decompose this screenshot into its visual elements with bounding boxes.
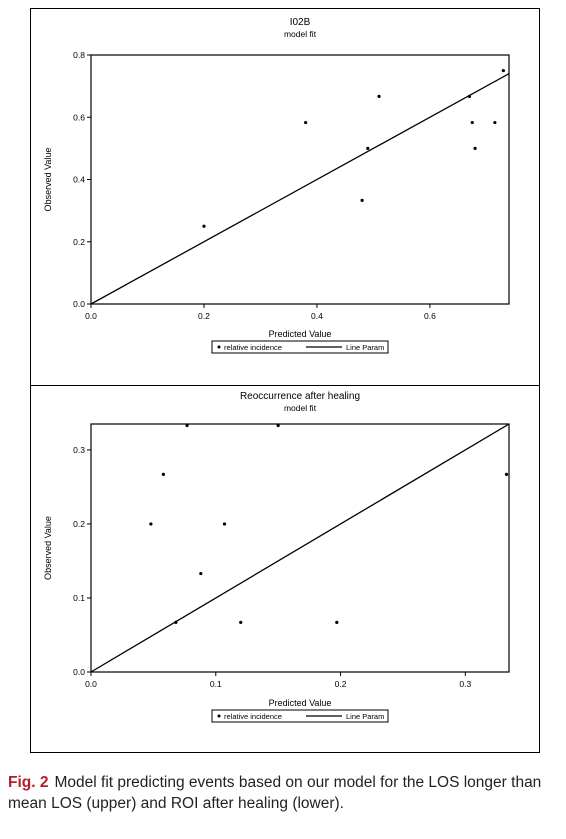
figure-frame: I02B model fit 0.0 0.2 0.4 0.6 0.0 0.2 0.4 0.6 0.8… bbox=[30, 8, 540, 753]
data-point bbox=[185, 423, 189, 428]
x-tick-label: 0.0 bbox=[85, 311, 97, 321]
data-point bbox=[360, 198, 364, 202]
legend-point-marker bbox=[217, 714, 221, 718]
caption-label: Fig. 2 bbox=[8, 774, 49, 791]
y-tick-label: 0.8 bbox=[73, 50, 85, 60]
data-point bbox=[493, 120, 497, 125]
data-point bbox=[377, 94, 381, 98]
legend-point-marker bbox=[217, 345, 221, 349]
data-point bbox=[470, 120, 474, 125]
x-tick-label: 0.4 bbox=[311, 311, 323, 321]
x-tick-label: 0.2 bbox=[198, 311, 210, 321]
data-point bbox=[504, 472, 509, 476]
y-axis-label: Observed Value bbox=[43, 148, 53, 212]
data-point bbox=[501, 68, 505, 73]
data-point bbox=[202, 224, 206, 228]
y-tick-label: 0.2 bbox=[73, 237, 85, 247]
chart-title: I02B bbox=[290, 17, 311, 28]
y-tick-label: 0.3 bbox=[73, 445, 85, 455]
legend-box bbox=[211, 709, 389, 723]
figure-caption: Fig. 2 Model fit predicting events based … bbox=[8, 772, 560, 814]
data-point bbox=[174, 620, 178, 624]
y-tick-label: 0.0 bbox=[73, 667, 85, 677]
data-point bbox=[335, 620, 339, 624]
legend-point-label: relative incidence bbox=[224, 343, 282, 352]
x-tick-label: 0.1 bbox=[210, 679, 222, 689]
y-tick-label: 0.4 bbox=[73, 175, 85, 185]
x-tick-label: 0.2 bbox=[335, 679, 347, 689]
x-tick-label: 0.0 bbox=[85, 679, 97, 689]
data-point bbox=[304, 120, 308, 125]
chart-subtitle: model fit bbox=[284, 403, 317, 413]
y-axis-label: Observed Value bbox=[43, 516, 53, 580]
data-point bbox=[199, 571, 203, 576]
data-point bbox=[239, 620, 243, 624]
legend-line-label: Line Param bbox=[346, 712, 384, 721]
data-point bbox=[473, 146, 477, 150]
plot-area bbox=[90, 423, 510, 673]
fit-line bbox=[90, 423, 510, 673]
data-point bbox=[149, 522, 153, 526]
data-point bbox=[276, 423, 280, 428]
chart-panel-top: I02B model fit 0.0 0.2 0.4 0.6 0.0 0.2 0.4 0.6 0.8… bbox=[31, 9, 539, 386]
legend-line-label: Line Param bbox=[346, 343, 384, 352]
x-axis-label: Predicted Value bbox=[269, 329, 332, 339]
legend-point-label: relative incidence bbox=[224, 712, 282, 721]
plot-area bbox=[90, 54, 510, 305]
y-tick-label: 0.6 bbox=[73, 112, 85, 122]
x-axis-label: Predicted Value bbox=[269, 698, 332, 708]
y-tick-label: 0.0 bbox=[73, 299, 85, 309]
x-tick-label: 0.3 bbox=[459, 679, 471, 689]
chart-title: Reoccurrence after healing bbox=[240, 391, 360, 402]
chart-subtitle: model fit bbox=[284, 29, 317, 39]
data-point bbox=[366, 146, 370, 150]
x-tick-label: 0.6 bbox=[424, 311, 436, 321]
data-point bbox=[222, 522, 227, 526]
data-point bbox=[467, 94, 472, 98]
y-tick-label: 0.1 bbox=[73, 593, 85, 603]
caption-text: Model fit predicting events based on our… bbox=[8, 774, 542, 812]
legend-box bbox=[211, 340, 389, 354]
y-tick-label: 0.2 bbox=[73, 519, 85, 529]
fit-line bbox=[90, 73, 510, 305]
chart-panel-bottom: Reoccurrence after healing model fit 0.0 0.… bbox=[31, 386, 539, 752]
data-point bbox=[161, 472, 165, 476]
